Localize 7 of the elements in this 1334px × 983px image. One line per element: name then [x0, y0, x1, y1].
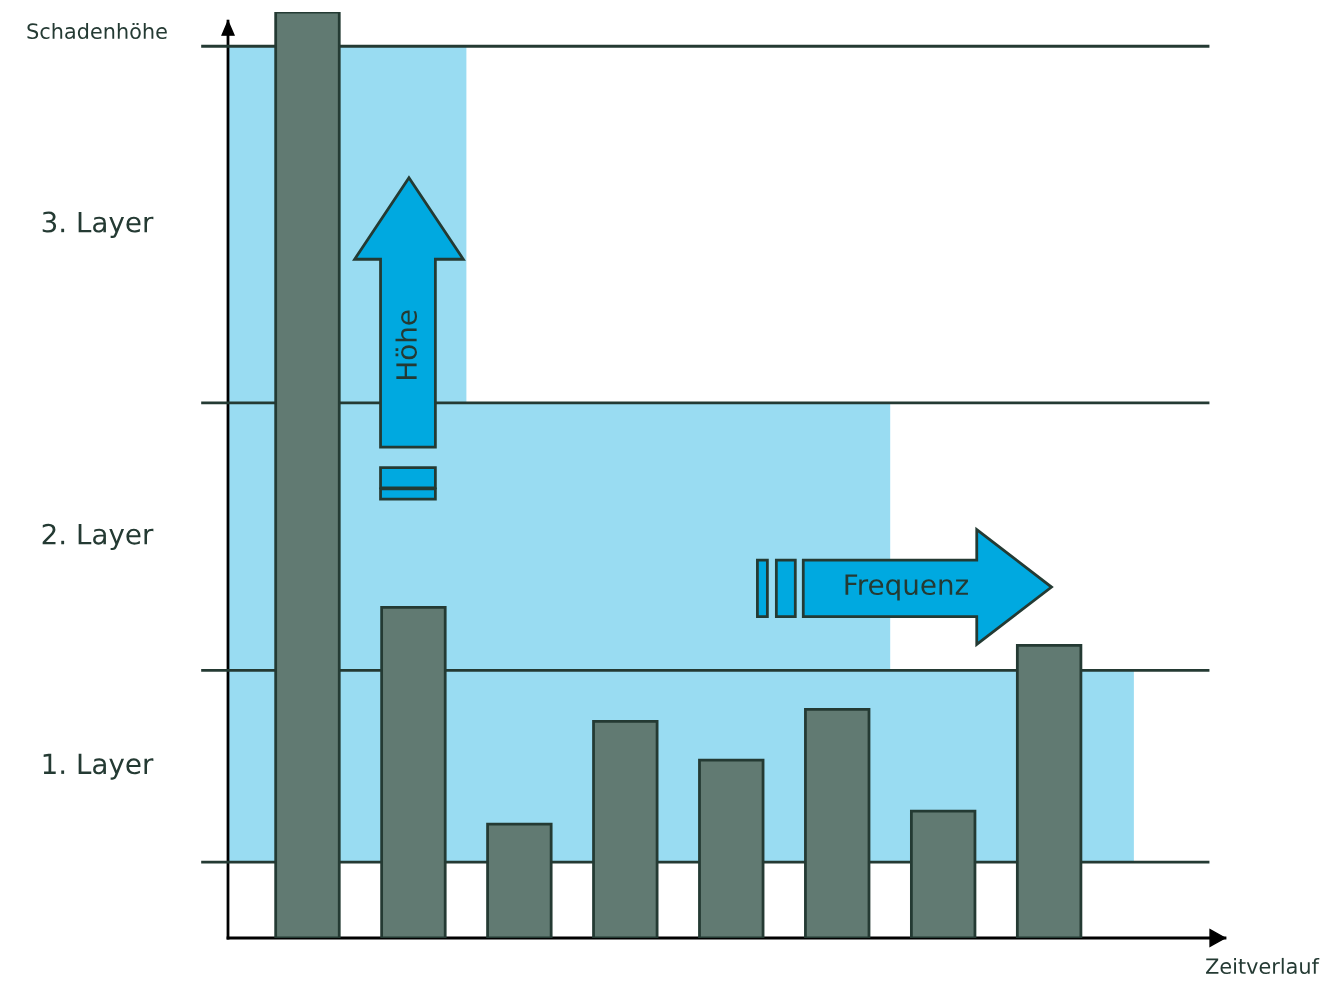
text: 1. Layer — [43, 753, 154, 780]
x-axis-title: Zeitverlauf — [1206, 957, 1320, 975]
annotation: Frequenz — [845, 574, 968, 601]
text: 2. Layer — [42, 523, 154, 551]
text: 3. Layer — [42, 211, 154, 238]
annotation: Höhe — [395, 310, 418, 379]
y-axis-title: Schadenhöhe — [27, 22, 167, 40]
